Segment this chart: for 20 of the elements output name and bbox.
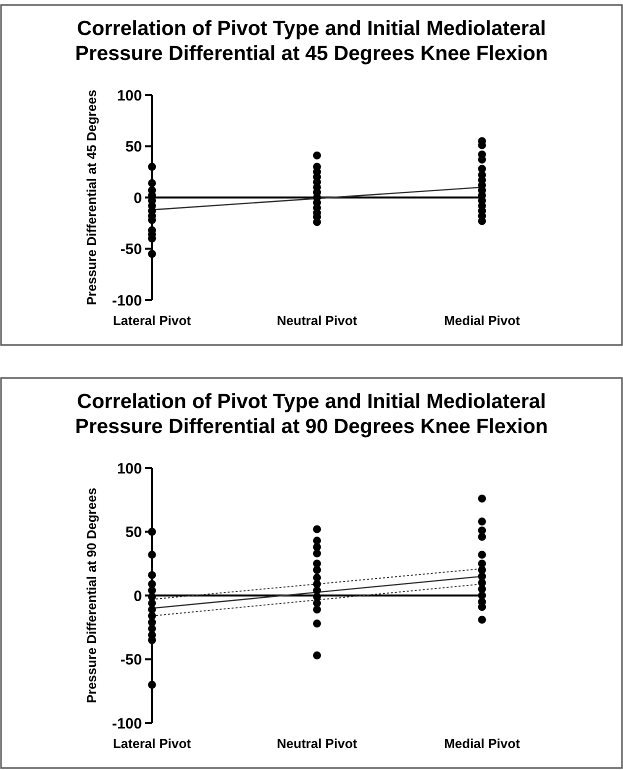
y-tick-label: -100 <box>112 292 142 310</box>
y-tick-label: 100 <box>116 460 142 478</box>
y-tick-label: -100 <box>112 715 142 732</box>
y-tick-label: 0 <box>134 588 142 605</box>
chart-title: Correlation of Pivot Type and Initial Mediolateral Pressure Differential at 90 Degrees Knee Flexion <box>75 390 548 438</box>
y-tick-label: 50 <box>125 138 142 156</box>
y-tick-label: -50 <box>120 652 142 668</box>
y-tick-label: -50 <box>120 241 142 258</box>
x-tick-label: Medial Pivot <box>444 313 521 328</box>
x-tick-label: Lateral Pivot <box>112 313 192 328</box>
chart-title: Correlation of Pivot Type and Initial Mediolateral Pressure Differential at 45 Degrees Knee Flexion <box>75 17 548 65</box>
x-tick-label: Neutral Pivot <box>276 736 358 751</box>
x-tick-label: Neutral Pivot <box>276 313 358 328</box>
x-tick-label: Lateral Pivot <box>112 736 192 751</box>
y-axis-title: Pressure Differential at 90 Degrees <box>84 488 99 704</box>
y-tick-label: 0 <box>134 190 142 207</box>
y-axis-title: Pressure Differential at 45 Degrees <box>84 90 99 306</box>
y-tick-label: 100 <box>116 87 142 104</box>
x-tick-label: Medial Pivot <box>444 736 521 751</box>
y-tick-label: 50 <box>125 524 142 541</box>
